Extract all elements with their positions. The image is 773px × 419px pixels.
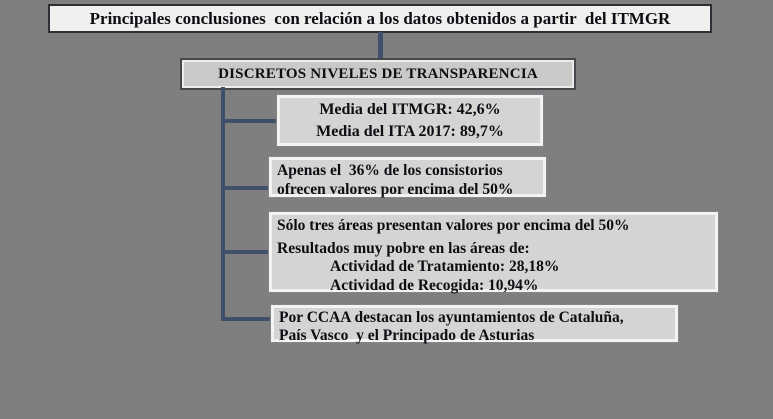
- title-text: Principales conclusiones con relación a …: [89, 8, 671, 28]
- stat-box-media: Media del ITMGR: 42,6% Media del ITA 201…: [277, 95, 543, 146]
- connector-branch-areas: [223, 250, 271, 254]
- stat-line: País Vasco y el Principado de Asturias: [279, 327, 535, 344]
- connector-branch-consistorios: [223, 186, 271, 190]
- stat-line: Media del ITA 2017: 89,7%: [316, 122, 504, 140]
- stat-box-ccaa: Por CCAA destacan los ayuntamientos de C…: [271, 305, 678, 344]
- stat-box-consistorios: Apenas el 36% de los consistorios ofrece…: [269, 157, 546, 198]
- stat-line: Actividad de Recogida: 10,94%: [330, 276, 539, 294]
- subtitle-text: DISCRETOS NIVELES DE TRANSPARENCIA: [218, 65, 538, 82]
- stat-line: Apenas el 36% de los consistorios: [277, 162, 503, 179]
- stat-line: Media del ITMGR: 42,6%: [319, 101, 501, 119]
- stat-line: Sólo tres áreas presentan valores por en…: [277, 217, 630, 234]
- stat-line: Por CCAA destacan los ayuntamientos de C…: [279, 309, 624, 326]
- stat-box-areas: Sólo tres áreas presentan valores por en…: [269, 212, 718, 294]
- stat-line: ofrecen valores por encima del 50%: [277, 181, 514, 198]
- subtitle-box: DISCRETOS NIVELES DE TRANSPARENCIA: [182, 60, 574, 88]
- connector-spine: [221, 87, 225, 321]
- connector-title-to-subtitle: [378, 32, 383, 61]
- connector-elbow-ccaa: [223, 317, 278, 321]
- stat-line: Resultados muy pobre en las áreas de:: [277, 239, 530, 257]
- stat-line: Actividad de Tratamiento: 28,18%: [330, 258, 560, 275]
- title-box: Principales conclusiones con relación a …: [48, 4, 712, 33]
- connector-branch-media: [223, 119, 278, 123]
